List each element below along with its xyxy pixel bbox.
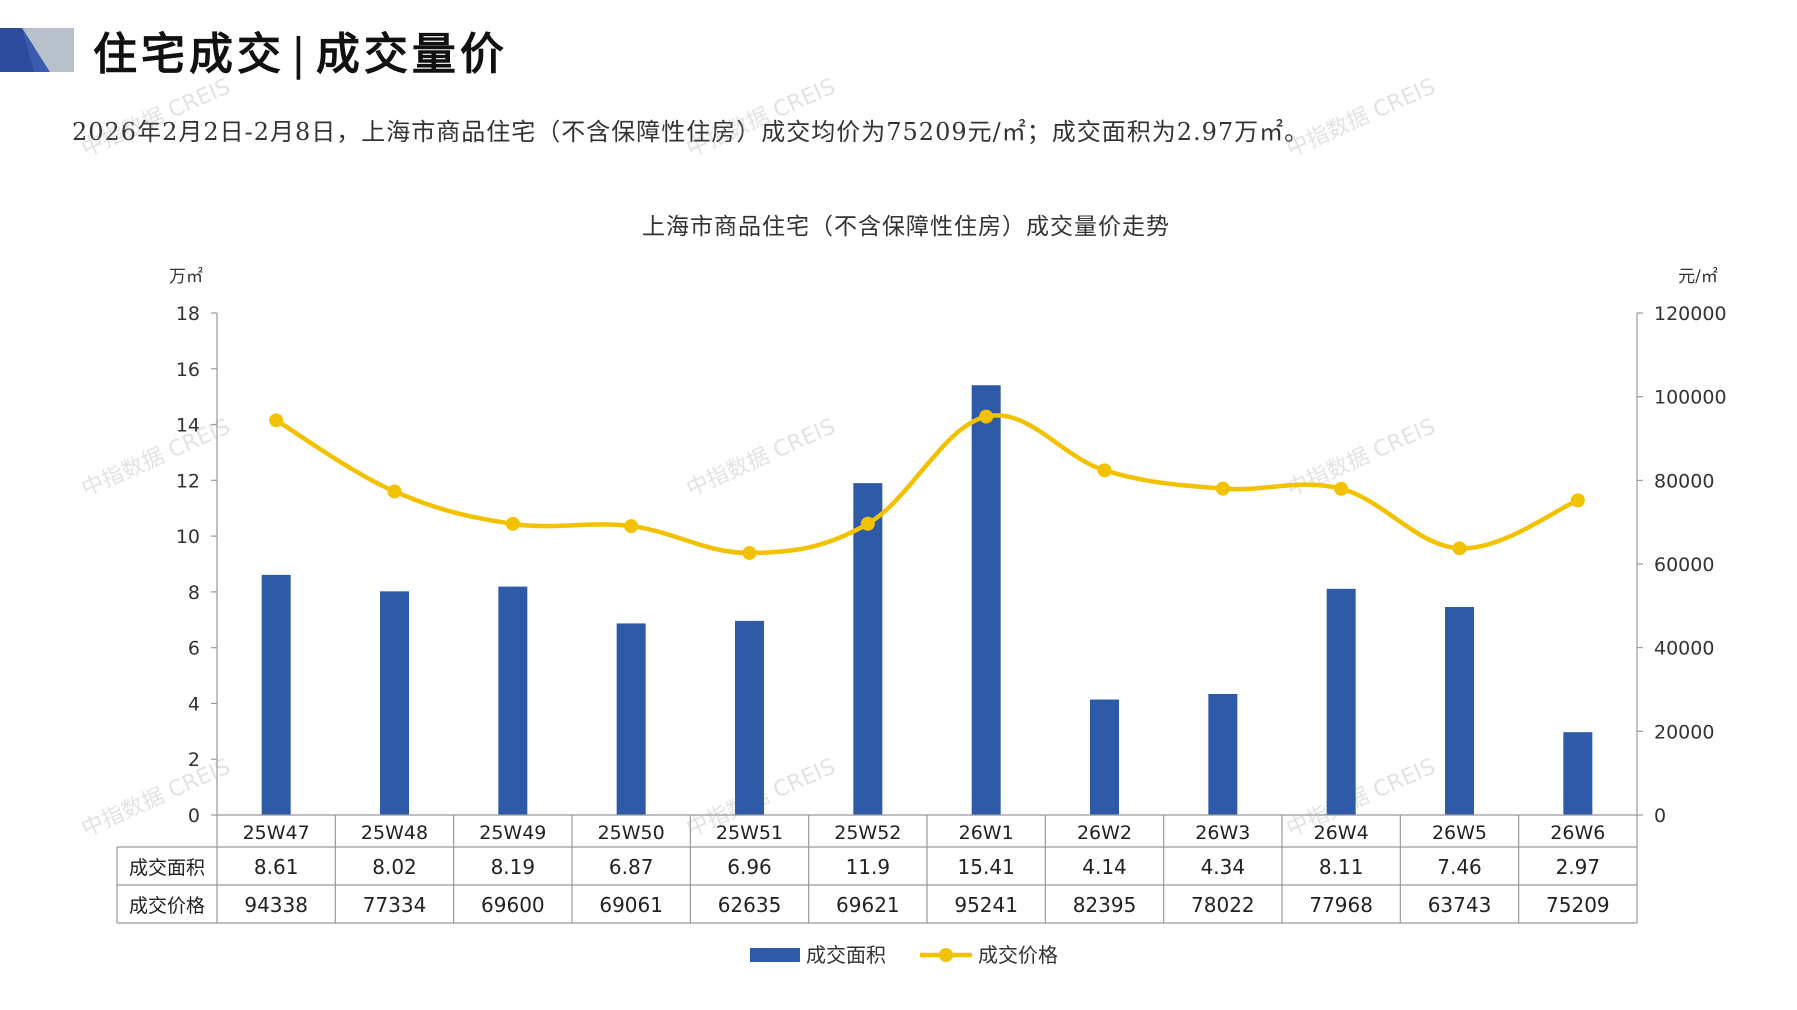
x-tick-label: 25W50 [598,822,665,844]
table-row-header-price: 成交价格 [129,895,205,917]
x-tick-label: 25W48 [361,822,428,844]
table-cell-area: 4.14 [1082,855,1127,879]
bar [853,483,883,815]
x-tick-label: 26W6 [1550,822,1605,844]
chart-title: 上海市商品住宅（不含保障性住房）成交量价走势 [642,214,1170,240]
price-point [1452,541,1467,556]
y-left-tick-label: 12 [176,470,200,492]
y-right-tick-label: 120000 [1654,303,1727,325]
table-cell-price: 62635 [718,893,782,917]
legend-label-price: 成交价格 [978,943,1058,967]
y-right-unit: 元/㎡ [1678,267,1718,287]
y-left-tick-label: 4 [188,693,200,715]
legend-label-area: 成交面积 [806,943,886,967]
legend-marker-price [939,948,953,962]
x-tick-label: 25W51 [716,822,783,844]
table-cell-area: 8.11 [1319,855,1364,879]
y-right-tick-label: 100000 [1654,387,1727,409]
table-cell-price: 94338 [244,893,308,917]
table-cell-price: 95241 [954,893,1018,917]
y-left-tick-label: 10 [176,526,200,548]
table-cell-price: 69600 [481,893,545,917]
table-cell-price: 78022 [1191,893,1255,917]
y-left-tick-label: 14 [176,415,200,437]
y-right-tick-label: 80000 [1654,470,1714,492]
table-row-header-area: 成交面积 [129,857,205,879]
price-line [273,413,1581,556]
x-tick-label: 26W3 [1195,822,1250,844]
bar [498,586,528,815]
x-tick-label: 25W49 [479,822,546,844]
price-point [742,545,757,560]
y-left-tick-label: 2 [188,749,200,771]
y-left-tick-label: 16 [176,359,200,381]
table-cell-area: 6.87 [609,855,654,879]
price-point [269,413,284,428]
title-part2: 成交量价 [315,29,508,80]
y-right-tick-label: 60000 [1654,554,1714,576]
logo-icon [0,28,74,72]
y-left-tick-label: 18 [176,303,200,325]
price-point [1334,481,1349,496]
price-point [624,519,639,534]
price-point [1215,481,1230,496]
price-point [860,516,875,531]
bar [1445,606,1474,815]
table-cell-area: 8.61 [254,855,299,879]
price-point [1097,463,1112,478]
summary-text: 2026年2月2日-2月8日，上海市商品住宅（不含保障性住房）成交均价为7520… [72,118,1310,146]
price-point [979,409,994,424]
table-cell-area: 8.19 [491,855,536,879]
x-tick-label: 26W4 [1314,822,1369,844]
table-cell-price: 77968 [1309,893,1373,917]
bar [380,591,409,815]
y-right-tick-label: 40000 [1654,638,1714,660]
y-left-tick-label: 6 [188,638,200,660]
bar [1326,588,1356,815]
y-left-tick-label: 0 [188,805,200,827]
price-point [387,484,402,499]
bar [735,620,764,815]
table-cell-price: 77334 [363,893,427,917]
page-title: 住宅成交 | 成交量价 [93,18,508,82]
bar [261,574,291,815]
title-separator: | [291,29,310,80]
x-tick-label: 26W5 [1432,822,1487,844]
table-cell-area: 15.41 [958,855,1015,879]
title-part1: 住宅成交 [93,29,285,80]
bar [1090,699,1119,815]
y-left-unit: 万㎡ [169,267,203,287]
table-cell-price: 82395 [1073,893,1137,917]
table-cell-area: 2.97 [1556,855,1601,879]
table-cell-area: 8.02 [372,855,417,879]
y-right-tick-label: 0 [1654,805,1666,827]
table-cell-price: 75209 [1546,893,1610,917]
x-tick-label: 25W47 [243,822,310,844]
table-cell-area: 7.46 [1437,855,1482,879]
y-left-tick-label: 8 [188,582,200,604]
table-cell-area: 11.9 [846,855,891,879]
table-cell-price: 69621 [836,893,900,917]
x-tick-label: 26W2 [1077,822,1132,844]
table-cell-price: 63743 [1428,893,1492,917]
bar [971,385,1001,815]
table-cell-price: 69061 [599,893,663,917]
table-cell-area: 6.96 [727,855,772,879]
bar [616,623,646,815]
table-cell-area: 4.34 [1201,855,1246,879]
legend-swatch-area [750,948,800,962]
y-right-tick-label: 20000 [1654,721,1714,743]
bar [1208,693,1238,815]
x-tick-label: 25W52 [834,822,901,844]
price-point [505,516,520,531]
price-point [1570,493,1585,508]
x-tick-label: 26W1 [959,822,1014,844]
bar [1563,732,1593,815]
